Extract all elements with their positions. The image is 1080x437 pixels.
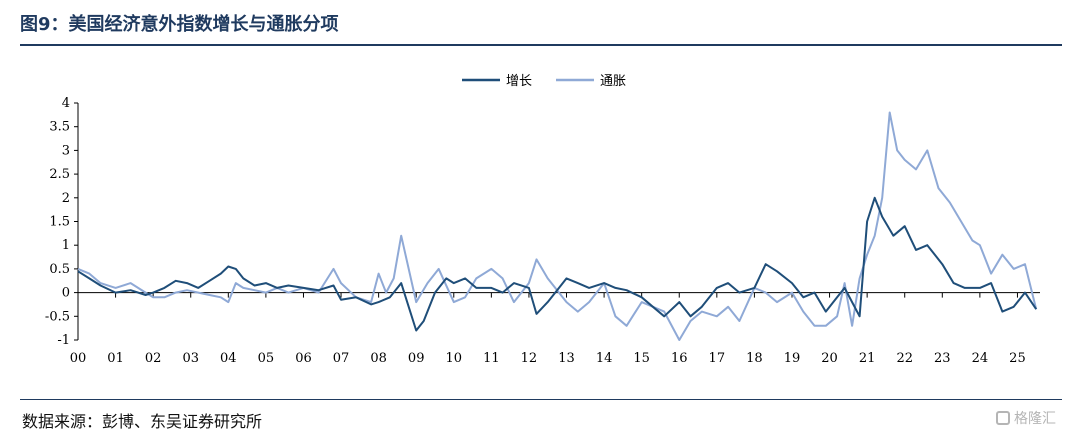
x-tick-label: 18 bbox=[746, 351, 763, 366]
y-tick-label: 3 bbox=[62, 143, 70, 158]
x-tick-label: 23 bbox=[934, 351, 951, 366]
legend-label: 增长 bbox=[506, 74, 532, 89]
x-tick-label: 12 bbox=[521, 351, 538, 366]
series-line bbox=[77, 111, 1038, 341]
x-axis: 00 01 02 03 04 05 06 07 08 09 10 11 12 13 14 15 16 17 18 19… bbox=[70, 292, 1040, 366]
y-tick-label: 2.5 bbox=[49, 167, 70, 182]
x-tick-label: 08 bbox=[370, 351, 387, 366]
title-rule bbox=[20, 44, 1062, 46]
legend-label: 通胀 bbox=[600, 74, 626, 89]
x-tick-label: 16 bbox=[671, 351, 688, 366]
x-tick-label: 07 bbox=[333, 351, 350, 366]
x-tick-label: 14 bbox=[596, 351, 613, 366]
x-tick-label: 05 bbox=[258, 351, 275, 366]
x-tick-label: 19 bbox=[784, 351, 801, 366]
chart-title: 图9：美国经济意外指数增长与通胀分项 bbox=[20, 14, 339, 35]
y-tick-label: 1.5 bbox=[49, 215, 70, 230]
x-tick-label: 24 bbox=[972, 351, 989, 366]
x-tick-label: 20 bbox=[821, 351, 838, 366]
watermark-label: 格隆汇 bbox=[1014, 411, 1056, 427]
source-note: 数据来源：彭博、东吴证券研究所 bbox=[22, 412, 263, 431]
x-tick-label: 17 bbox=[709, 351, 726, 366]
line-chart: -1 -0.5 0 0.5 1 1.5 2 2.5 3 3.5 4 00 01 02 03 04 05 06 07… bbox=[45, 74, 1040, 366]
watermark: 格隆汇 bbox=[996, 408, 1056, 428]
x-tick-label: 22 bbox=[896, 351, 913, 366]
y-tick-label: 3.5 bbox=[49, 120, 70, 135]
x-tick-label: 06 bbox=[295, 351, 312, 366]
y-tick-label: 1 bbox=[62, 238, 70, 253]
x-tick-label: 00 bbox=[70, 351, 87, 366]
x-tick-label: 03 bbox=[182, 351, 199, 366]
y-tick-label: 2 bbox=[62, 191, 70, 206]
x-tick-label: 04 bbox=[220, 351, 237, 366]
y-tick-label: 4 bbox=[62, 96, 70, 111]
y-tick-label: -1 bbox=[57, 333, 70, 348]
x-tick-label: 21 bbox=[859, 351, 876, 366]
x-tick-label: 01 bbox=[107, 351, 124, 366]
x-tick-label: 02 bbox=[145, 351, 162, 366]
legend: 增长 通胀 bbox=[462, 74, 626, 89]
source-rule bbox=[20, 399, 1062, 400]
x-tick-label: 10 bbox=[446, 351, 463, 366]
x-tick-label: 09 bbox=[408, 351, 425, 366]
series-layer bbox=[77, 111, 1038, 341]
x-tick-label: 11 bbox=[483, 351, 500, 366]
x-tick-label: 25 bbox=[1009, 351, 1026, 366]
x-tick-label: 13 bbox=[558, 351, 575, 366]
y-tick-label: -0.5 bbox=[45, 309, 70, 324]
y-tick-label: 0.5 bbox=[49, 262, 70, 277]
series-line bbox=[77, 196, 1038, 332]
y-axis: -1 -0.5 0 0.5 1 1.5 2 2.5 3 3.5 4 bbox=[45, 96, 79, 348]
y-tick-label: 0 bbox=[62, 286, 70, 301]
x-tick-label: 15 bbox=[633, 351, 650, 366]
watermark-logo-icon bbox=[996, 411, 1010, 425]
